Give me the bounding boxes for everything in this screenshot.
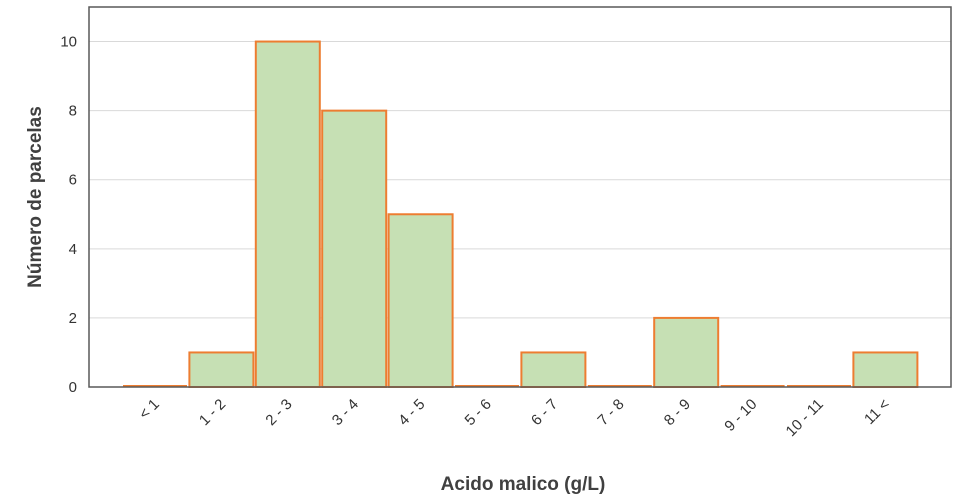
x-tick-label: 4 - 5 [395,396,428,429]
x-axis-title: Acido malico (g/L) [441,474,606,495]
x-tick-label: 6 - 7 [528,396,561,429]
bars [123,40,919,389]
y-tick-label: 4 [69,241,77,258]
bar [321,109,388,389]
x-tick-label: 7 - 8 [594,396,627,429]
y-tick-label: 0 [69,379,77,396]
bar [653,316,720,388]
y-axis-title: Número de parcelas [25,106,46,288]
x-tick-label: 11 < [861,396,893,428]
x-tick-label: 5 - 6 [462,396,495,429]
x-tick-labels: < 1 1 - 2 2 - 3 3 - 4 4 - 5 5 - 6 6 - 7 7 - 8 8 … [136,396,894,440]
y-tick-label: 6 [69,172,77,189]
x-tick-label: 3 - 4 [329,396,362,429]
bar [852,351,919,389]
x-tick-label: 2 - 3 [262,396,295,429]
y-tick-label: 10 [60,34,77,51]
x-tick-label: 10 - 11 [783,396,827,440]
plot-frame [88,6,952,388]
bar [387,213,454,388]
bar [254,40,321,389]
bar [188,351,255,389]
x-tick-label: 9 - 10 [721,396,760,435]
y-tick-labels: 0 2 4 6 8 10 [60,34,77,396]
gridlines [89,41,951,388]
y-tick-label: 8 [69,103,77,120]
x-tick-label: 8 - 9 [661,396,694,429]
y-tick-label: 2 [69,310,77,327]
x-tick-label: 1 - 2 [196,396,229,429]
bar [520,351,587,389]
x-tick-label: < 1 [136,396,163,423]
